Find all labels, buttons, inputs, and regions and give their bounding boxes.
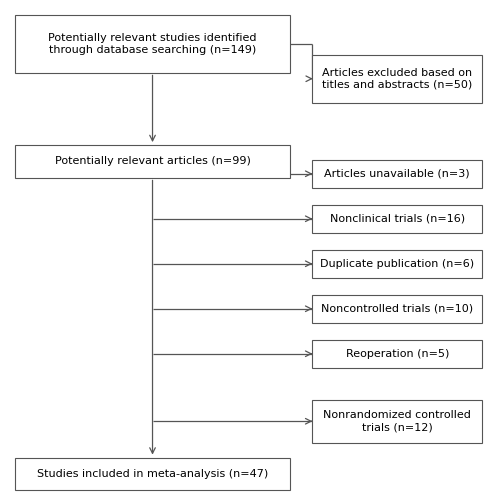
- FancyBboxPatch shape: [312, 400, 482, 442]
- FancyBboxPatch shape: [312, 205, 482, 233]
- FancyBboxPatch shape: [312, 340, 482, 367]
- Text: Potentially relevant articles (n=99): Potentially relevant articles (n=99): [55, 156, 250, 166]
- Text: Duplicate publication (n=6): Duplicate publication (n=6): [320, 259, 474, 268]
- Text: Noncontrolled trials (n=10): Noncontrolled trials (n=10): [321, 304, 473, 314]
- Text: Nonclinical trials (n=16): Nonclinical trials (n=16): [330, 214, 465, 224]
- FancyBboxPatch shape: [312, 55, 482, 102]
- FancyBboxPatch shape: [15, 145, 290, 178]
- FancyBboxPatch shape: [312, 295, 482, 322]
- Text: Nonrandomized controlled
trials (n=12): Nonrandomized controlled trials (n=12): [323, 410, 471, 432]
- Text: Reoperation (n=5): Reoperation (n=5): [345, 349, 449, 358]
- FancyBboxPatch shape: [312, 160, 482, 188]
- FancyBboxPatch shape: [15, 15, 290, 72]
- Text: Potentially relevant studies identified
through database searching (n=149): Potentially relevant studies identified …: [48, 33, 257, 54]
- FancyBboxPatch shape: [15, 458, 290, 490]
- Text: Studies included in meta-analysis (n=47): Studies included in meta-analysis (n=47): [37, 469, 268, 479]
- Text: Articles unavailable (n=3): Articles unavailable (n=3): [325, 169, 470, 179]
- FancyBboxPatch shape: [312, 250, 482, 278]
- Text: Articles excluded based on
titles and abstracts (n=50): Articles excluded based on titles and ab…: [322, 68, 472, 90]
